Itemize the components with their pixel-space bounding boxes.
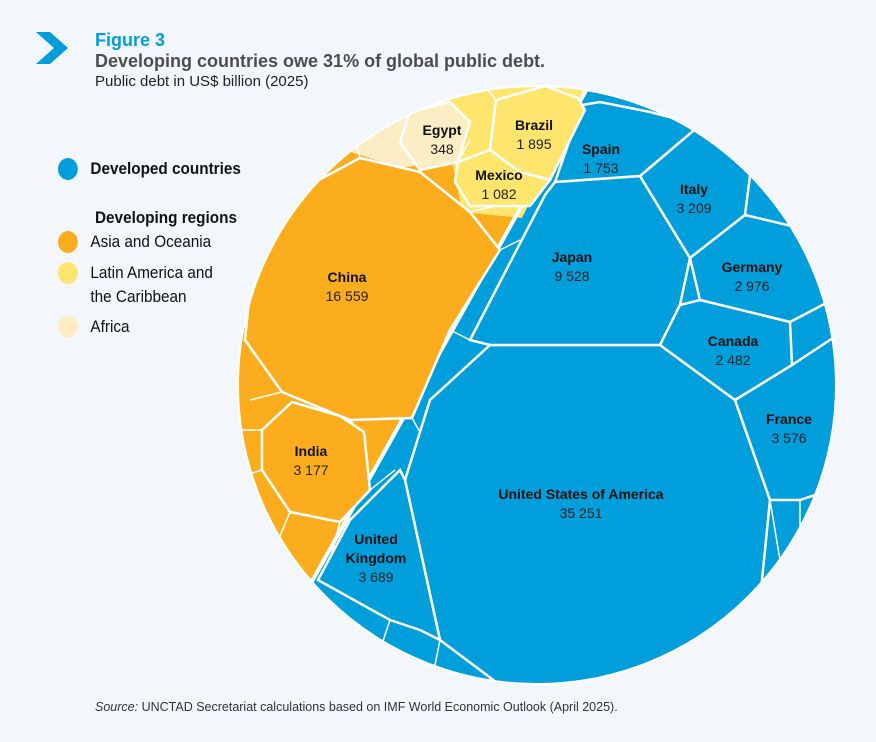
cell-mexico (453, 148, 553, 208)
minor-cell-edge (799, 219, 836, 229)
debt-value: 3 689 (358, 569, 394, 585)
minor-cell-edge (369, 469, 396, 491)
debt-value: 1 753 (583, 160, 619, 176)
cell-united-kingdom (316, 467, 442, 643)
country-name: United States of America (498, 486, 664, 502)
debt-value: 2 976 (734, 278, 770, 294)
chart-outline (237, 85, 837, 685)
country-name: United Kingdom (345, 531, 407, 566)
cell-label: Germany 2 976 (722, 258, 783, 296)
country-name: Spain (581, 141, 621, 157)
minor-cell-edge (544, 86, 561, 87)
cell-label: Canada 2 482 (708, 332, 759, 370)
cell-label: Mexico 1 082 (475, 166, 522, 204)
cell-label: India 3 177 (293, 442, 328, 480)
minor-cell-edge (759, 599, 801, 621)
legend-developed: Developed countries (58, 158, 241, 180)
cell-china (243, 156, 502, 422)
cell-label: Brazil 1 895 (515, 116, 553, 154)
debt-value: 9 528 (554, 268, 590, 284)
country-name: Mexico (475, 167, 523, 183)
legend-swatch-africa (58, 316, 78, 338)
cell-label: Egypt 348 (423, 121, 462, 159)
chart-title: Developing countries owe 31% of global p… (95, 51, 546, 71)
debt-value: 3 209 (676, 200, 712, 216)
debt-value: 1 082 (481, 186, 517, 202)
debt-value: 35 251 (559, 505, 603, 521)
minor-cell-edge (389, 89, 411, 113)
cell-label: United Kingdom 3 689 (346, 530, 407, 587)
debt-value: 1 895 (516, 136, 552, 152)
minor-cell-edge (689, 639, 701, 684)
cell-label: Italy 3 209 (676, 180, 711, 218)
country-name: India (294, 443, 328, 459)
legend-swatch-latam (58, 262, 78, 284)
country-name: Germany (721, 259, 783, 275)
cell-label: China 16 559 (326, 268, 369, 306)
cell-canada (658, 298, 794, 402)
cell-label: France 3 576 (766, 410, 812, 448)
minor-cell-edge (499, 239, 521, 251)
debt-value: 3 576 (771, 430, 807, 446)
minor-cell-edge (751, 149, 791, 161)
legend-africa: Africa (58, 316, 130, 338)
legend-latam: Latin America and the Caribbean (58, 262, 213, 309)
legend-heading: Developing regions (95, 208, 237, 227)
debt-value: 348 (430, 141, 454, 157)
cell-label: Spain 1 753 (582, 140, 620, 178)
cell-label: Japan 9 528 (552, 248, 592, 286)
country-name: China (327, 269, 367, 285)
country-name: Japan (551, 249, 593, 265)
legend-asia: Asia and Oceania (58, 231, 211, 253)
cell-egypt (398, 100, 472, 172)
chart-subtitle: Public debt in US$ billion (2025) (95, 73, 309, 90)
country-name: Italy (679, 181, 709, 197)
country-name: France (766, 411, 812, 427)
debt-value: 3 177 (293, 462, 329, 478)
source-note: Source: UNCTAD Secretariat calculations … (95, 700, 618, 714)
minor-cell-edge (249, 391, 283, 401)
country-name: Canada (707, 333, 759, 349)
debt-value: 16 559 (325, 288, 369, 304)
minor-cell-edge (319, 119, 331, 146)
cell-label: United States of America 35 251 (498, 485, 663, 523)
minor-cell-edge (769, 499, 781, 561)
cell-india (260, 400, 372, 524)
minor-cell-edge (269, 159, 301, 191)
country-name: Brazil (514, 117, 554, 133)
chevron-icon (36, 32, 68, 64)
legend-swatch-asia (58, 231, 78, 253)
legend-swatch-developed (58, 158, 78, 180)
figure-number: Figure 3 (95, 30, 166, 50)
debt-value: 2 482 (715, 352, 751, 368)
country-name: Egypt (422, 122, 462, 138)
